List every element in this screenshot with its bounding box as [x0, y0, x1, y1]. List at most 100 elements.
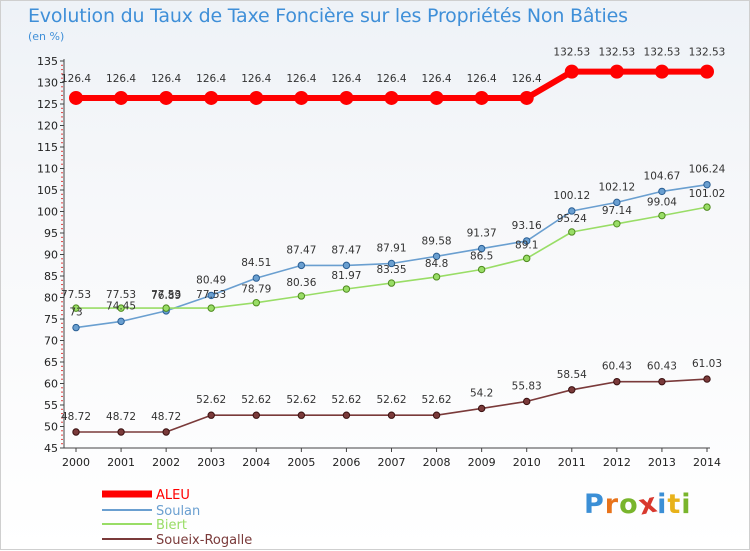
data-label: 76.89	[151, 290, 181, 302]
data-label: 48.72	[106, 411, 136, 423]
logo-letter: i	[657, 489, 668, 520]
data-label: 126.4	[61, 73, 91, 85]
data-point	[609, 64, 624, 79]
y-tick-label: 100	[37, 206, 58, 219]
data-point	[297, 411, 306, 419]
data-point	[297, 292, 306, 300]
x-tick-label: 2007	[378, 456, 406, 469]
data-label: 104.67	[644, 170, 681, 182]
data-point	[159, 90, 174, 105]
data-label: 91.37	[467, 228, 497, 240]
data-label: 52.62	[286, 394, 316, 406]
y-tick-label: 95	[44, 227, 58, 240]
data-label: 55.83	[512, 380, 542, 392]
data-label: 102.12	[598, 181, 635, 193]
data-label: 126.4	[106, 73, 136, 85]
logo-letter: r	[604, 489, 620, 520]
data-point	[568, 386, 576, 394]
data-point	[703, 203, 711, 211]
axes: 45 50 55 60 65 70 75 80 85 90 95 100 105 110 115 120 125…	[37, 55, 721, 469]
x-tick-label: 2005	[287, 456, 315, 469]
y-tick-label: 110	[37, 163, 58, 176]
data-point	[342, 411, 351, 419]
data-label: 101.02	[689, 188, 726, 200]
data-label: 77.53	[61, 289, 91, 301]
y-tick-label: 90	[44, 249, 58, 262]
x-tick-label: 2003	[197, 456, 225, 469]
data-label: 52.62	[422, 394, 452, 406]
data-point	[384, 90, 399, 105]
data-label: 73	[69, 307, 82, 319]
legend-label: Soulan	[156, 504, 200, 519]
data-point	[658, 211, 666, 220]
data-label: 87.91	[376, 242, 406, 254]
data-label: 48.72	[151, 411, 181, 423]
data-point	[700, 64, 714, 79]
data-label: 80.49	[196, 274, 226, 286]
data-point	[523, 254, 531, 263]
x-tick-label: 2013	[648, 456, 676, 469]
y-tick-label: 75	[44, 313, 58, 326]
data-label: 89.58	[422, 235, 452, 247]
y-tick-label: 65	[44, 356, 58, 369]
data-label: 58.54	[557, 369, 587, 381]
y-tick-label: 105	[37, 184, 58, 197]
logo-letter: P	[584, 489, 605, 520]
data-label: 132.53	[553, 47, 590, 59]
data-label: 77.53	[106, 289, 136, 301]
x-tick-label: 2001	[107, 456, 135, 469]
logo-letter: t	[667, 489, 682, 520]
logo-letter: i	[681, 489, 692, 520]
data-point	[432, 252, 441, 261]
data-point	[117, 304, 125, 312]
data-label: 100.12	[553, 190, 590, 202]
data-point	[72, 428, 80, 436]
x-tick-label: 2014	[693, 456, 721, 469]
data-point	[477, 404, 486, 413]
data-label: 77.53	[151, 289, 181, 301]
data-point	[429, 90, 444, 105]
data-label: 126.4	[376, 73, 406, 85]
x-tick-label: 2008	[423, 456, 451, 469]
y-axis-unit: (en %)	[28, 30, 65, 43]
data-point	[519, 90, 534, 105]
data-point	[249, 90, 264, 105]
data-label: 84.51	[241, 257, 271, 269]
data-label: 132.53	[644, 47, 681, 59]
data-point	[568, 228, 576, 236]
data-point	[204, 90, 219, 105]
data-label: 87.47	[286, 244, 316, 256]
x-tick-label: 2009	[468, 456, 496, 469]
data-label: 126.4	[512, 73, 542, 85]
data-label: 74.45	[106, 300, 136, 312]
data-label: 132.53	[598, 47, 635, 59]
data-label: 126.4	[286, 73, 316, 85]
data-point	[297, 261, 306, 270]
data-label: 52.62	[376, 394, 406, 406]
data-label: 87.47	[331, 244, 361, 256]
data-point	[703, 180, 711, 189]
y-tick-label: 130	[37, 77, 58, 90]
legend-label: Soueix-Rogalle	[156, 533, 252, 548]
data-label: 126.4	[331, 73, 361, 85]
data-point	[207, 304, 215, 312]
data-point	[568, 207, 576, 215]
y-tick-label: 135	[37, 55, 58, 68]
data-label: 126.4	[151, 73, 181, 85]
data-point	[207, 411, 215, 419]
data-label: 81.97	[331, 270, 361, 282]
y-tick-label: 80	[44, 292, 58, 305]
data-point	[703, 375, 711, 383]
data-point	[387, 259, 396, 268]
data-label: 95.24	[557, 213, 587, 225]
data-label: 52.62	[241, 394, 271, 406]
data-point	[613, 377, 621, 386]
data-label: 106.24	[689, 164, 726, 176]
data-label: 89.1	[515, 239, 538, 251]
data-label: 80.36	[286, 277, 316, 289]
data-label: 52.62	[331, 394, 361, 406]
data-point	[474, 90, 489, 105]
data-point	[654, 64, 669, 79]
data-label: 132.53	[689, 47, 726, 59]
